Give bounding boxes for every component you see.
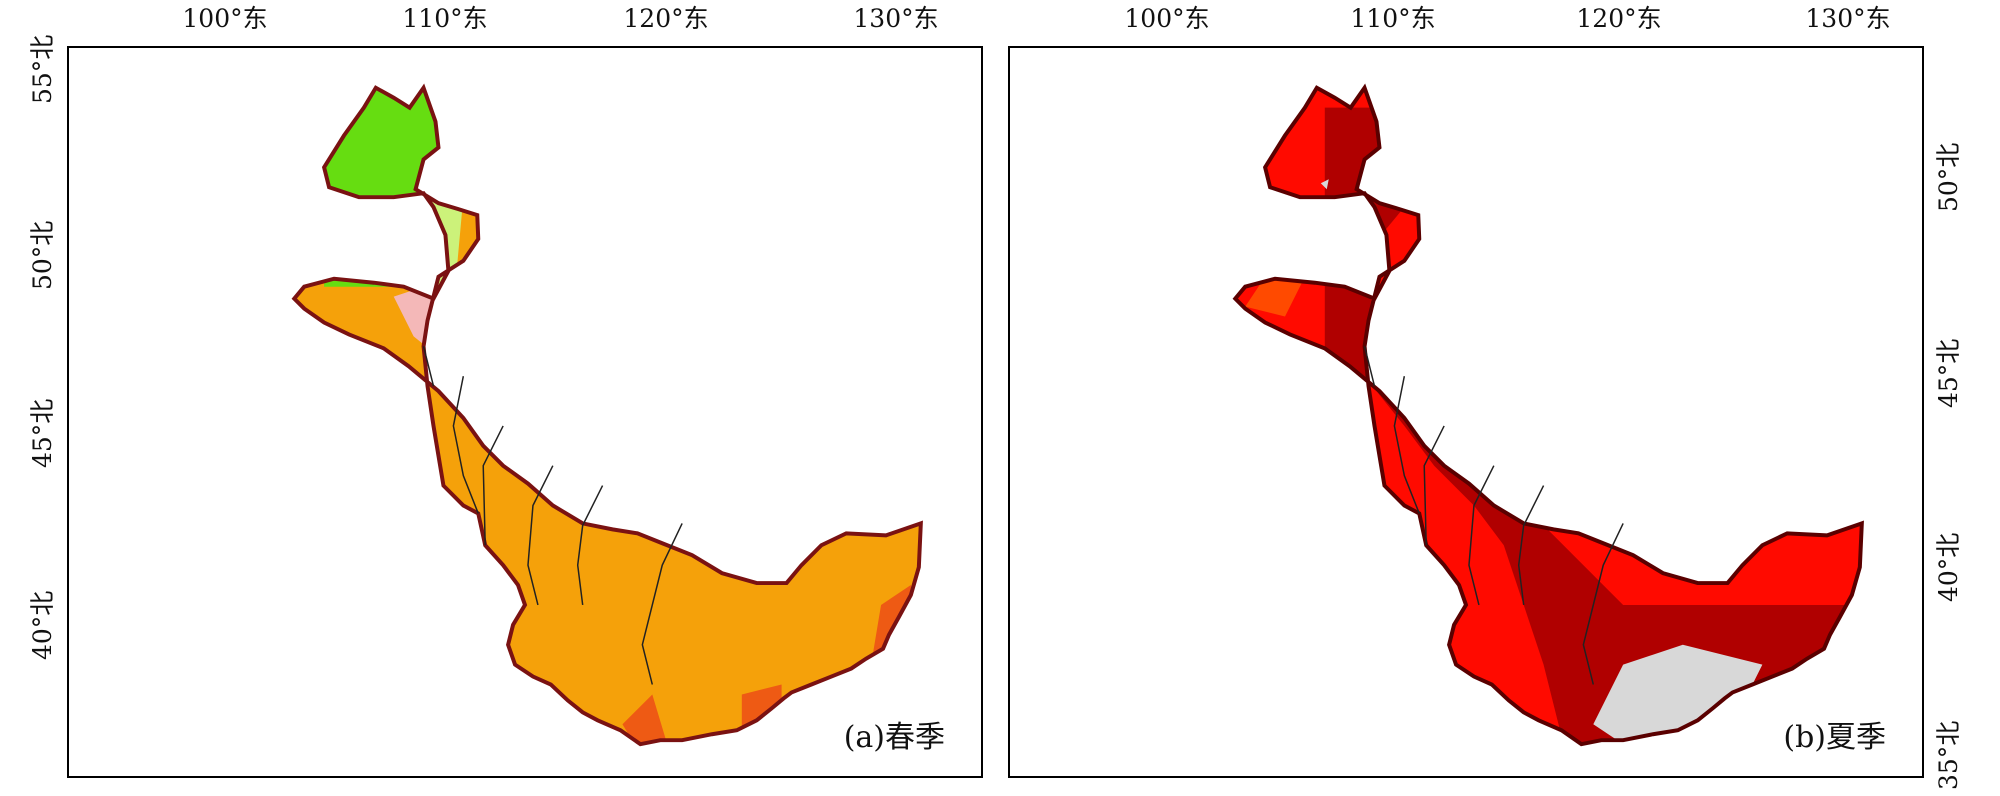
panel-a-label: (a)春季 [843, 720, 945, 755]
panel-b-label: (b)夏季 [1783, 720, 1886, 755]
lat-tick-50-left: 50°北 [28, 220, 57, 290]
summer-internal-boundaries [1363, 346, 1624, 685]
lon-tick-100-a: 100°东 [182, 4, 268, 33]
lat-tick-45-right: 45°北 [1934, 338, 1963, 408]
lat-tick-55-left: 55°北 [28, 34, 57, 104]
lat-tick-50-right: 50°北 [1934, 142, 1963, 212]
spring-map [291, 83, 923, 747]
lon-tick-120-a: 120°东 [623, 4, 709, 33]
summer-region-boundary [1232, 83, 1864, 747]
spring-greenup-mid-area [324, 197, 752, 536]
lon-tick-130-b: 130°东 [1805, 4, 1891, 33]
lat-tick-40-right: 40°北 [1934, 532, 1963, 602]
spring-internal-boundaries [422, 346, 683, 685]
lat-tick-45-left: 45°北 [28, 398, 57, 468]
spring-region-boundary [291, 83, 923, 747]
map-panel-spring: (a)春季 [67, 46, 983, 778]
lat-tick-35-right: 35°北 [1934, 720, 1963, 790]
lon-tick-100-b: 100°东 [1124, 4, 1210, 33]
summer-peak-late-area [1324, 107, 1862, 745]
lon-tick-110-a: 110°东 [402, 4, 488, 33]
lon-tick-130-a: 130°东 [853, 4, 939, 33]
lon-tick-120-b: 120°东 [1576, 4, 1662, 33]
map-panel-summer: (b)夏季 [1008, 46, 1924, 778]
lon-tick-110-b: 110°东 [1350, 4, 1436, 33]
summer-region-group [1232, 83, 1864, 747]
spring-region-group [291, 83, 923, 747]
summer-map [1232, 83, 1864, 747]
spring-greenup-early-area [324, 87, 464, 287]
lat-tick-40-left: 40°北 [28, 590, 57, 660]
